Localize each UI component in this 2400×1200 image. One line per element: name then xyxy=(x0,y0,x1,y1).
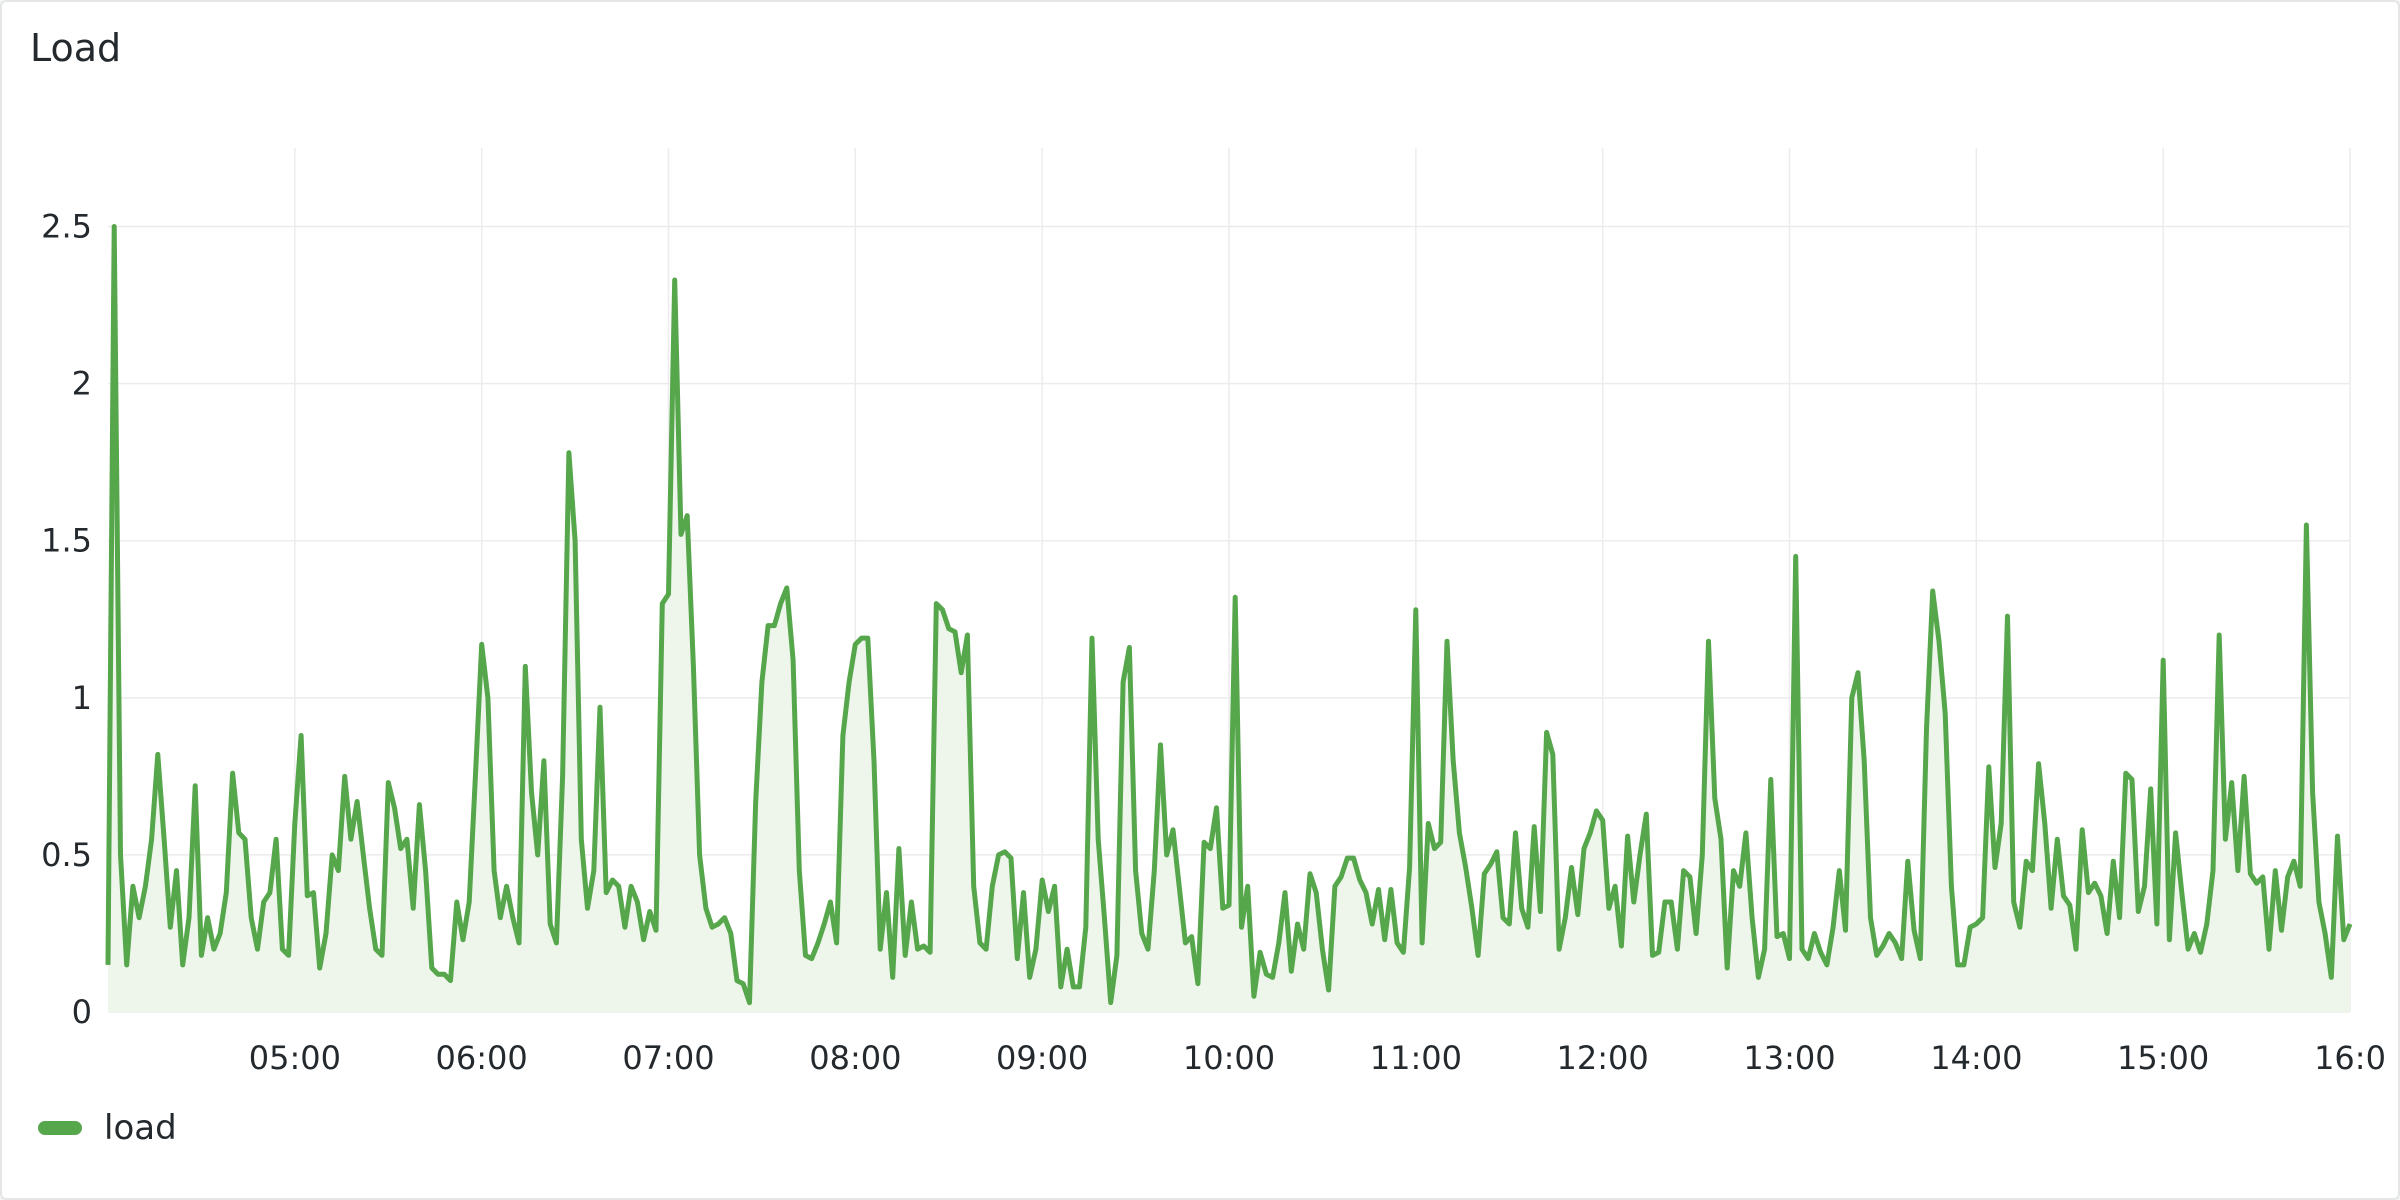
x-tick-label: 09:00 xyxy=(996,1039,1088,1077)
x-tick-label: 14:00 xyxy=(1930,1039,2022,1077)
legend-swatch xyxy=(38,1121,82,1135)
y-tick-label: 0 xyxy=(72,993,92,1031)
y-tick-label: 2.5 xyxy=(41,208,92,246)
y-tick-label: 1.5 xyxy=(41,522,92,560)
x-tick-label: 05:00 xyxy=(249,1039,341,1077)
legend-label[interactable]: load xyxy=(104,1108,177,1148)
series-area-load xyxy=(108,226,2350,1012)
x-tick-label: 07:00 xyxy=(622,1039,714,1077)
x-tick-label: 15:00 xyxy=(2117,1039,2209,1077)
y-tick-label: 1 xyxy=(72,679,92,717)
x-tick-label: 12:00 xyxy=(1557,1039,1649,1077)
legend[interactable]: load xyxy=(38,1108,177,1148)
panel-title: Load xyxy=(30,26,122,70)
x-tick-label: 13:00 xyxy=(1743,1039,1835,1077)
x-tick-label: 11:00 xyxy=(1370,1039,1462,1077)
series-line-load xyxy=(105,224,2353,1006)
x-tick-label: 10:00 xyxy=(1183,1039,1275,1077)
y-tick-label: 0.5 xyxy=(41,836,92,874)
x-tick-label: 06:00 xyxy=(436,1039,528,1077)
x-tick-label: 16:0 xyxy=(2314,1039,2386,1077)
y-tick-label: 2 xyxy=(72,365,92,403)
x-tick-label: 08:00 xyxy=(809,1039,901,1077)
